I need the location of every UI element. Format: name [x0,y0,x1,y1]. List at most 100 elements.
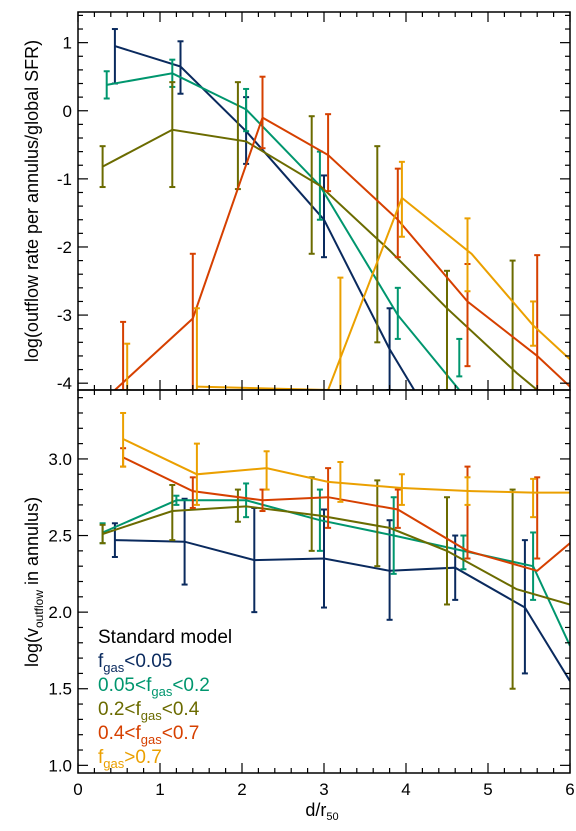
bottom-xtick-label: 2 [237,780,246,799]
bottom-series-0-errorbar-5 [452,534,459,601]
top-ytick-label: -1 [57,170,72,189]
bottom-series-2-errorbar-5 [444,496,450,606]
top-series-2-errorbar-2 [234,81,241,191]
top-series-3 [114,75,570,390]
bottom-series-1-errorbar-4 [390,496,397,575]
bottom-series-4 [120,411,570,519]
legend-entry-sub: gas [141,732,162,747]
bottom-panel: 1.0 1.5 2.0 2.5 3.0 0 1 2 3 4 5 6 log(voutflow in a… [22,389,575,823]
bottom-series-0-errorbar-4 [386,519,393,621]
bottom-ylabel-main: log(v [22,628,42,667]
top-ytick-label: -3 [57,306,72,325]
top-series-3-errorbar-2 [259,75,266,150]
bottom-series-2-line [102,505,570,606]
top-series-3-line [114,116,570,390]
top-series-0 [111,28,416,390]
legend-entry-0: fgas<0.05 [98,651,172,675]
bottom-xtick-label: 4 [401,780,410,799]
legend-entry-post: <0.7 [162,723,200,744]
top-series-3-errorbar-4 [394,167,401,259]
legend-title: Standard model [98,627,232,648]
top-panel: 1 0 -1 -2 -3 -4 log(outflow rate per annulus/… [22,11,571,393]
top-series-1-errorbar-4 [394,286,401,340]
top-ytick-label: 1 [63,34,72,53]
bottom-series-4-errorbar-1 [193,442,200,506]
top-series-1-errorbar-2 [243,87,250,133]
top-series-2 [99,81,538,390]
legend-entry-3: 0.4<fgas<0.7 [98,723,199,747]
legend-entry-post: <0.05 [124,651,172,672]
bottom-ytick-label: 2.0 [48,603,72,622]
bottom-series-1-line [102,499,570,647]
top-ylabel: log(outflow rate per annulus/global SFR) [22,40,42,362]
top-series-3-errorbar-6 [534,254,541,390]
top-series-3-errorbar-1 [189,252,196,390]
top-ytick-label: -4 [57,374,72,393]
bottom-ylabel-sub: outflow [32,590,46,628]
bottom-series-1-errorbar-5 [460,534,467,571]
top-series-2-errorbar-3 [308,115,315,255]
top-series-1-errorbar-5 [456,337,463,378]
top-series-4-errorbar-4 [464,217,471,293]
top-series-4-errorbar-1 [193,307,200,390]
top-series-4-errorbar-2 [337,276,344,390]
bottom-xtick-label: 3 [319,780,328,799]
top-ytick-label: 0 [63,102,72,121]
bottom-ylabel-tail: in annulus) [22,497,42,590]
legend-entry-sub: gas [151,684,172,699]
bottom-series-4-errorbar-5 [464,476,471,506]
bottom-series-1-errorbar-1 [173,494,180,506]
bottom-series-3-errorbar-6 [534,476,541,560]
bottom-xtick-label: 6 [565,780,574,799]
bottom-xlabel-main: d/r [305,800,326,820]
top-series-1-errorbar-0 [103,70,110,100]
top-series-3-errorbar-3 [325,113,332,193]
bottom-series-4-errorbar-2 [263,450,270,491]
bottom-series-0-errorbar-3 [321,508,327,609]
bottom-series-1-errorbar-6 [530,531,537,601]
legend-entry-pre: f [98,651,104,672]
top-series-0-line [114,45,416,390]
legend-entry-pre: 0.2<f [98,699,142,720]
bottom-series-4-line [122,438,570,494]
bottom-series-4-errorbar-4 [398,473,405,506]
top-series-4-errorbar-0 [124,342,131,390]
bottom-ytick-label: 2.5 [48,527,72,546]
bottom-xtick-label: 0 [73,780,82,799]
legend-entry-4: fgas>0.7 [98,747,162,771]
top-series-0-errorbar-4 [386,307,393,390]
legend-entry-pre: 0.4<f [98,723,142,744]
top-series-4-errorbar-5 [530,300,537,347]
top-series-2-errorbar-4 [374,145,381,344]
bottom-series-1-errorbar-2 [243,482,250,519]
bottom-ticks: 1.0 1.5 2.0 2.5 3.0 0 1 2 3 4 5 6 [48,390,575,799]
top-series-4-line [196,196,570,390]
bottom-series-2-errorbar-2 [234,488,241,523]
legend: Standard model fgas<0.050.05<fgas<0.20.2… [98,627,232,771]
bottom-series-4-errorbar-3 [337,461,344,503]
top-ytick-label: -2 [57,238,72,257]
bottom-ytick-label: 3.0 [48,450,72,469]
bottom-series-0 [111,497,570,682]
legend-entry-post: >0.7 [124,747,162,768]
bottom-ytick-label: 1.0 [48,756,72,775]
legend-entry-2: 0.2<fgas<0.4 [98,699,200,723]
top-series-1 [103,58,463,390]
top-series-2-errorbar-0 [99,145,106,189]
bottom-xlabel: d/r50 [305,800,338,823]
bottom-series-1 [99,482,570,647]
bottom-series-4-errorbar-6 [530,477,537,519]
bottom-series-3-errorbar-1 [189,476,196,509]
bottom-series-2-errorbar-0 [99,523,106,545]
bottom-xlabel-sub: 50 [326,811,338,823]
bottom-series-2 [99,476,570,690]
legend-entry-1: 0.05<fgas<0.2 [98,675,210,699]
bottom-series-1-errorbar-3 [316,488,323,552]
bottom-series-3-errorbar-3 [325,467,332,529]
bottom-ylabel: log(voutflow in annulus) [22,497,46,667]
bottom-series-0-errorbar-6 [521,539,528,675]
legend-entry-post: <0.4 [162,699,200,720]
bottom-xtick-label: 1 [155,780,164,799]
legend-entry-pre: 0.05<f [98,675,152,696]
